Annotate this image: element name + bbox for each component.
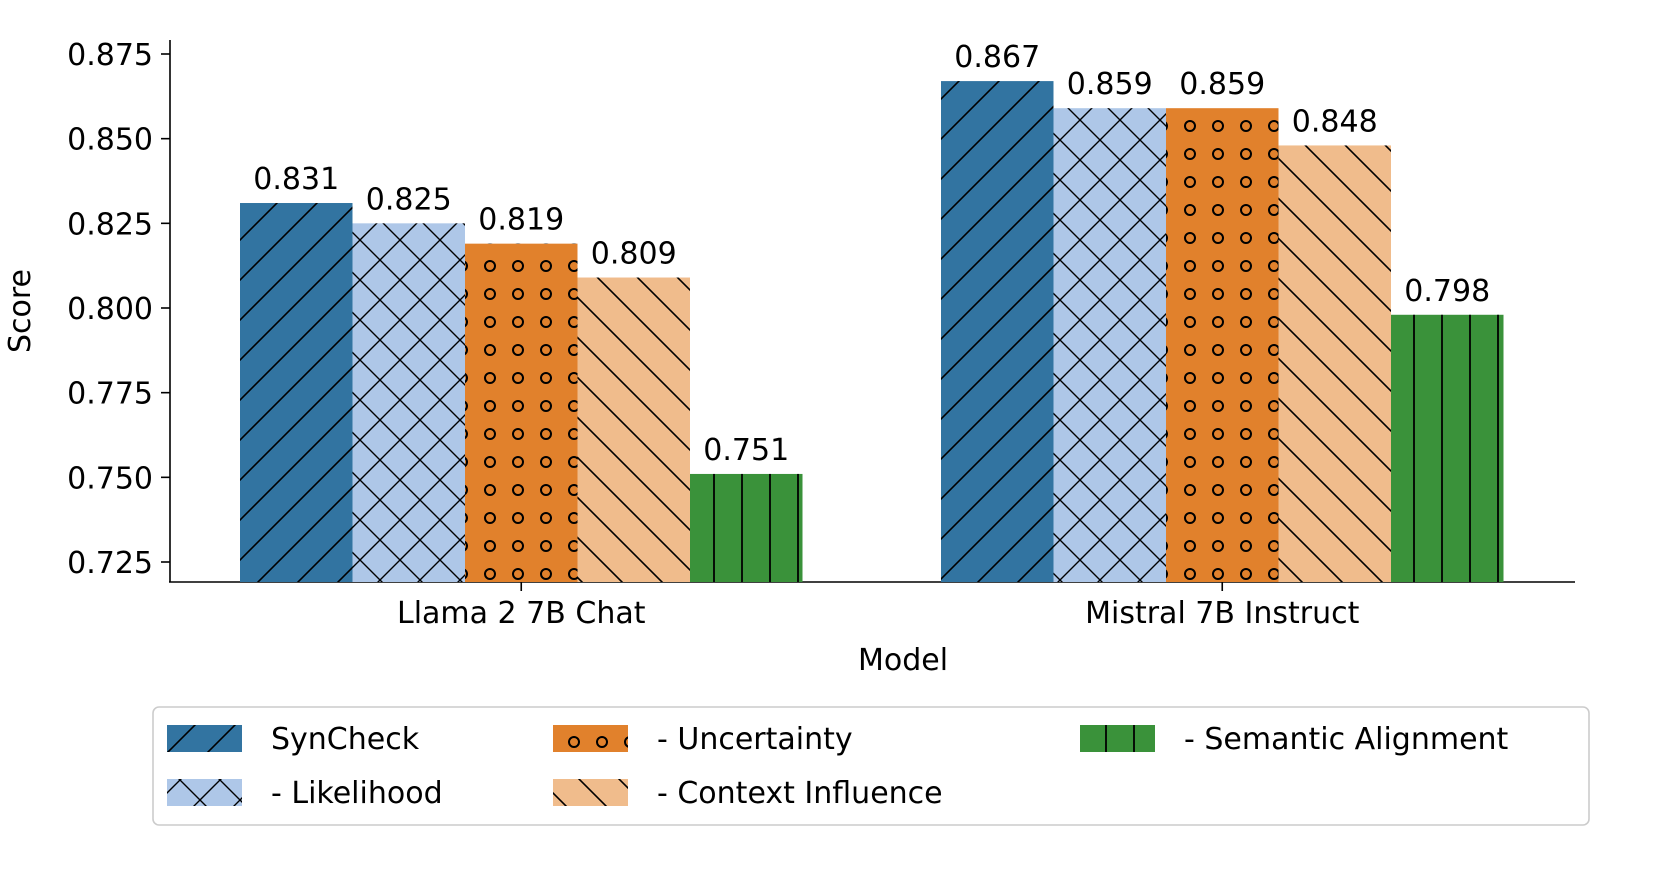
value-label-uncertainty-mistral-7b-instruct: 0.859 (1179, 67, 1265, 102)
bar-semantic-alignment-llama-2-7b-chat-hatch (690, 473, 803, 582)
bar-uncertainty-llama-2-7b-chat-hatch (465, 243, 578, 583)
bar-context-influence-llama-2-7b-chat-hatch (577, 277, 690, 582)
legend-item-semantic-alignment-label: - Semantic Alignment (1184, 722, 1509, 757)
bar-semantic-alignment-mistral-7b-instruct-hatch (1391, 314, 1504, 582)
legend: SynCheck - Likelihood - Uncertainty - Conte… (152, 706, 1590, 826)
legend-item-uncertainty-label: - Uncertainty (657, 722, 853, 757)
legend-item-syncheck: SynCheck (167, 722, 420, 757)
legend-item-context-influence-label: - Context Influence (657, 776, 943, 811)
legend-item-likelihood-swatch-hatch (167, 779, 242, 806)
x-tick-label-mistral-7b-instruct: Mistral 7B Instruct (1085, 596, 1360, 631)
bar-uncertainty-mistral-7b-instruct-hatch (1166, 108, 1279, 582)
legend-item-syncheck-label: SynCheck (271, 722, 420, 757)
y-tick-label: 0.800 (67, 292, 153, 327)
x-axis: Llama 2 7B Chat Mistral 7B Instruct (169, 581, 1575, 631)
bar-likelihood-mistral-7b-instruct-hatch (1053, 108, 1166, 582)
legend-item-uncertainty-swatch-hatch (553, 725, 628, 752)
y-tick-label: 0.825 (67, 207, 153, 242)
bar-syncheck-llama-2-7b-chat-hatch (240, 203, 353, 582)
value-label-group: 0.831 0.825 0.819 0.809 0.751 0.867 0.859 0.859… (253, 40, 1490, 468)
y-axis-label: Score (3, 269, 38, 353)
legend-item-likelihood: - Likelihood (167, 776, 443, 811)
y-axis: 0.725 0.750 0.775 0.800 0.825 0.850 0.875 (67, 38, 171, 582)
x-tick-group: Llama 2 7B Chat Mistral 7B Instruct (397, 582, 1360, 631)
legend-item-context-influence-swatch-hatch (553, 779, 628, 806)
legend-item-uncertainty: - Uncertainty (553, 722, 853, 757)
y-tick-group: 0.725 0.750 0.775 0.800 0.825 0.850 0.875 (67, 38, 170, 581)
legend-item-context-influence: - Context Influence (553, 776, 943, 811)
value-label-semantic-alignment-mistral-7b-instruct: 0.798 (1404, 274, 1490, 309)
value-label-likelihood-llama-2-7b-chat: 0.825 (366, 182, 452, 217)
value-label-likelihood-mistral-7b-instruct: 0.859 (1067, 67, 1153, 102)
bar-group (240, 81, 1504, 583)
y-tick-label: 0.775 (67, 377, 153, 412)
x-axis-label: Model (858, 643, 948, 678)
y-tick-label: 0.750 (67, 461, 153, 496)
y-tick-label: 0.850 (67, 123, 153, 158)
x-tick-label-llama-2-7b-chat: Llama 2 7B Chat (397, 596, 646, 631)
legend-item-likelihood-label: - Likelihood (271, 776, 443, 811)
y-tick-label: 0.875 (67, 38, 153, 73)
bar-syncheck-mistral-7b-instruct-hatch (941, 81, 1054, 583)
legend-item-semantic-alignment: - Semantic Alignment (1080, 722, 1509, 757)
value-label-syncheck-mistral-7b-instruct: 0.867 (954, 40, 1040, 75)
value-label-semantic-alignment-llama-2-7b-chat: 0.751 (703, 433, 789, 468)
value-label-uncertainty-llama-2-7b-chat: 0.819 (478, 203, 564, 238)
legend-item-semantic-alignment-swatch-hatch (1080, 725, 1155, 752)
value-label-context-influence-mistral-7b-instruct: 0.848 (1292, 104, 1378, 139)
bar-likelihood-llama-2-7b-chat-hatch (352, 223, 465, 583)
value-label-context-influence-llama-2-7b-chat: 0.809 (591, 237, 677, 272)
y-tick-label: 0.725 (67, 546, 153, 581)
legend-item-syncheck-swatch-hatch (167, 725, 242, 752)
bar-context-influence-mistral-7b-instruct-hatch (1278, 145, 1391, 582)
value-label-syncheck-llama-2-7b-chat: 0.831 (253, 162, 339, 197)
